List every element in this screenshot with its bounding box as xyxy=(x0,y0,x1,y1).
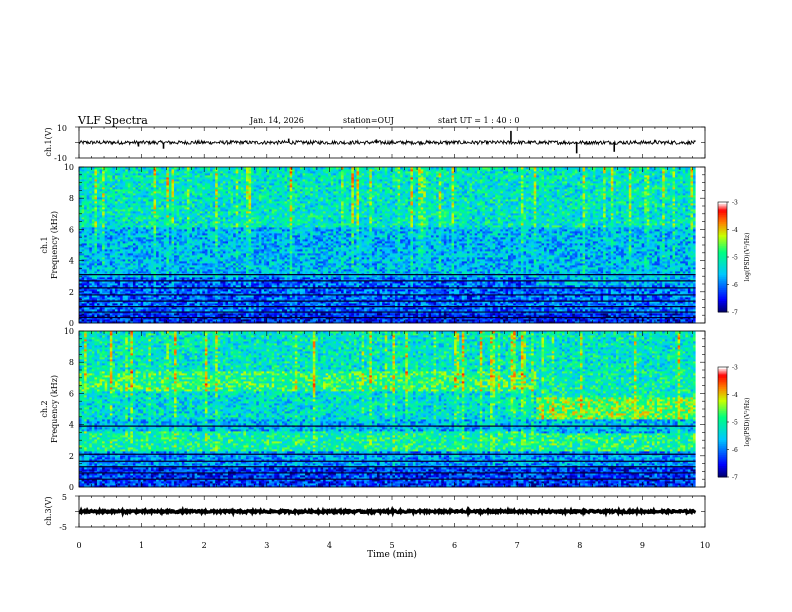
ch1-waveform-ylabel: ch.1(V) xyxy=(44,127,53,156)
ch1-waveform-trace xyxy=(79,131,696,153)
ch1-ytick-bottom: -10 xyxy=(54,154,67,163)
date-label: Jan. 14, 2026 xyxy=(249,116,304,125)
ch1-waveform-panel: 10 -10 ch.1(V) xyxy=(44,124,705,163)
start-time-label: start UT = 1 : 40 : 0 xyxy=(438,116,519,125)
figure-title: VLF Spectra xyxy=(77,114,148,127)
ch1-spectrogram-image xyxy=(79,167,705,323)
waveform-line xyxy=(79,141,696,145)
ch1-ytick-top: 10 xyxy=(57,124,67,133)
station-label: station=OUJ xyxy=(343,116,394,125)
